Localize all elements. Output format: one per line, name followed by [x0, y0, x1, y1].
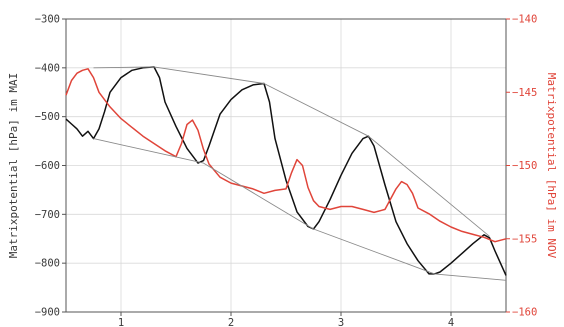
left-tick-label: −500 — [35, 111, 60, 123]
left-tick-label: −300 — [35, 14, 60, 26]
grid — [66, 18, 506, 313]
right-tick-label: −155 — [512, 233, 537, 245]
left-tick-label: −700 — [35, 209, 60, 221]
mai-series-line — [65, 66, 507, 276]
x-tick-label: 4 — [448, 317, 454, 327]
x-tick-label: 1 — [118, 317, 124, 327]
upper-envelope-line — [93, 66, 490, 237]
left-y-axis-label: Matrixpotential [hPa] im MAI — [7, 73, 20, 258]
right-tick-label: −150 — [512, 160, 537, 172]
right-y-axis-label: Matrixpotential [hPa] im NOV — [545, 73, 558, 259]
x-ticks: 1 2 3 4 — [118, 312, 454, 327]
left-y-ticks: −900 −800 −700 −600 −500 −400 −300 — [35, 14, 66, 319]
left-tick-label: −800 — [35, 258, 60, 270]
right-tick-label: −145 — [512, 87, 537, 99]
series-group — [65, 66, 507, 281]
right-y-ticks: −160 −155 −150 −145 −140 — [506, 14, 537, 319]
right-tick-label: −160 — [512, 307, 537, 319]
x-tick-label: 3 — [338, 317, 344, 327]
left-tick-label: −400 — [35, 62, 60, 74]
left-tick-label: −600 — [35, 160, 60, 172]
right-tick-label: −140 — [512, 14, 537, 26]
left-tick-label: −900 — [35, 307, 60, 319]
lower-envelope-line — [93, 138, 507, 281]
x-tick-label: 2 — [228, 317, 234, 327]
nov-series-line — [65, 68, 507, 243]
